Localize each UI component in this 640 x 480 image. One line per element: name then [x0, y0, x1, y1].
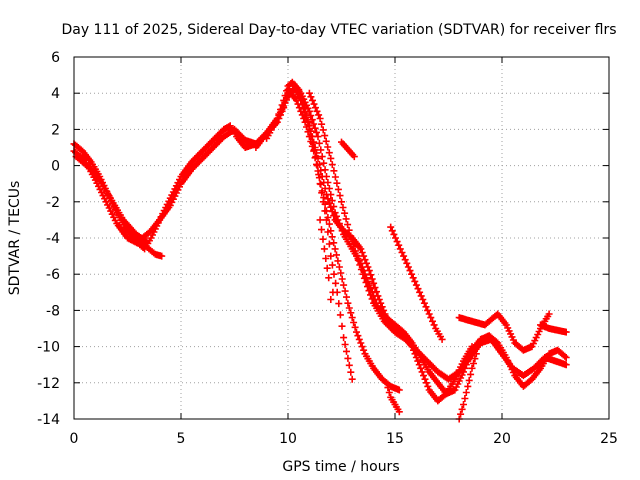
series-points [305, 89, 570, 383]
y-tick-label: 4 [51, 86, 60, 102]
y-tick-label: 6 [51, 50, 60, 66]
series-points [338, 138, 358, 161]
y-tick-label: -4 [46, 231, 60, 247]
y-tick-label: 0 [51, 159, 60, 175]
series-track-15 [537, 321, 570, 336]
series-points [455, 310, 553, 354]
series-track-11 [387, 223, 446, 343]
series-points [387, 223, 446, 343]
x-tick-label: 5 [177, 431, 186, 447]
data-points [70, 78, 570, 423]
series-track-12 [382, 379, 403, 416]
y-tick-label: -10 [37, 340, 60, 356]
y-tick-label: -14 [37, 412, 60, 428]
y-tick-label: -6 [46, 267, 60, 283]
axis-ticks: 0 5 10 15 20 25 -14 -12 -10 -8 -6 -4 -2 0 2 4 6 [37, 50, 618, 447]
series-track-14 [455, 310, 553, 354]
x-tick-label: 20 [493, 431, 511, 447]
series-points [72, 153, 151, 246]
series-track-8 [305, 89, 570, 383]
x-tick-label: 15 [386, 431, 404, 447]
x-tick-label: 25 [600, 431, 618, 447]
series-points [537, 321, 570, 336]
series-track-9 [316, 216, 337, 303]
y-tick-label: 2 [51, 122, 60, 138]
y-tick-label: -12 [37, 376, 60, 392]
series-points [284, 86, 403, 394]
y-tick-label: -2 [46, 195, 60, 211]
series-track-10 [338, 138, 358, 161]
series-points [316, 216, 337, 303]
series-track-7 [284, 86, 403, 394]
series-points [382, 379, 403, 416]
series-points [139, 125, 260, 242]
series-track-4 [139, 125, 260, 242]
y-axis-label: SDTVAR / TECUs [7, 181, 23, 296]
series-track-3 [72, 153, 151, 246]
y-tick-label: -8 [46, 303, 60, 319]
chart-title: Day 111 of 2025, Sidereal Day-to-day VTE… [61, 22, 616, 38]
x-tick-label: 10 [279, 431, 297, 447]
x-tick-label: 0 [70, 431, 79, 447]
x-axis-label: GPS time / hours [282, 459, 399, 475]
